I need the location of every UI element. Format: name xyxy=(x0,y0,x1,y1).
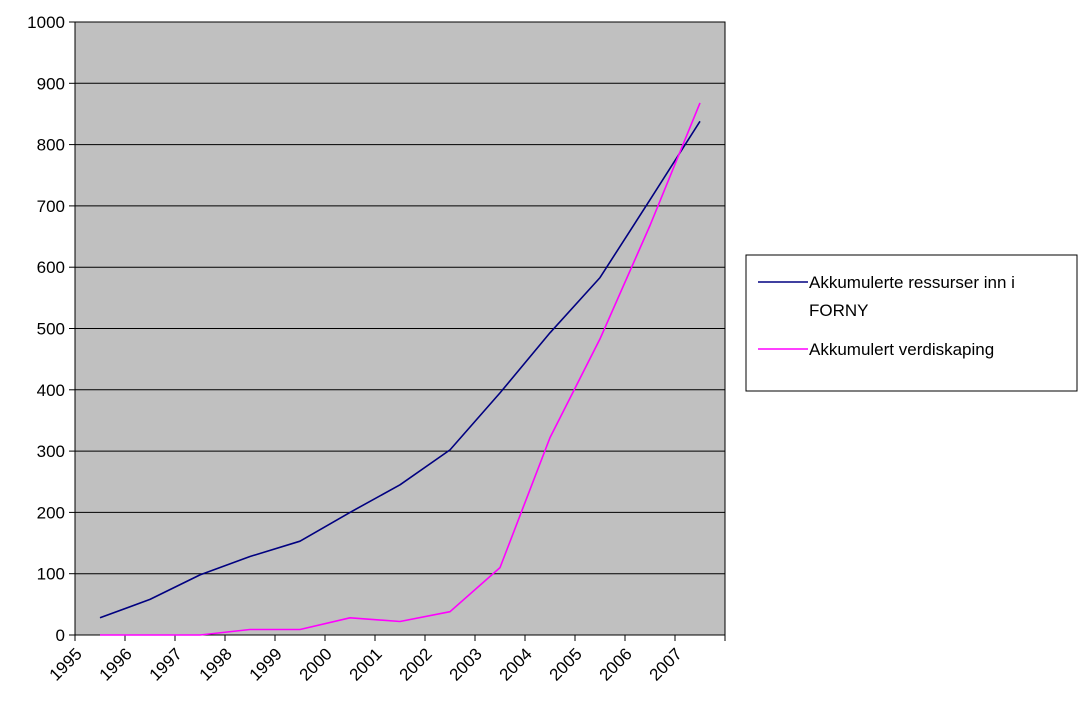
x-tick-label: 2000 xyxy=(296,644,336,684)
y-tick-label: 600 xyxy=(37,258,65,277)
y-tick-label: 900 xyxy=(37,74,65,93)
legend-label-2: Akkumulert verdiskaping xyxy=(809,340,994,359)
x-tick-label: 2005 xyxy=(546,644,586,684)
series-lines xyxy=(99,102,701,636)
y-tick-label: 400 xyxy=(37,381,65,400)
series-line-2 xyxy=(100,102,701,636)
x-tick-label: 2007 xyxy=(646,644,686,684)
legend: Akkumulerte ressurser inn i FORNY Akkumule… xyxy=(745,254,1078,392)
axes xyxy=(69,21,726,641)
y-tick-label: 700 xyxy=(37,197,65,216)
x-tick-label: 2006 xyxy=(596,644,636,684)
x-tick-label: 1999 xyxy=(246,644,286,684)
x-tick-label: 1997 xyxy=(146,644,186,684)
y-tick-label: 1000 xyxy=(27,13,65,32)
legend-label-1: FORNY xyxy=(809,301,869,320)
y-tick-label: 500 xyxy=(37,320,65,339)
series-line-1 xyxy=(99,120,701,619)
legend-box xyxy=(745,254,1078,392)
x-tick-label: 1995 xyxy=(46,644,86,684)
x-tick-label: 2001 xyxy=(346,644,386,684)
x-tick-label: 2004 xyxy=(496,644,536,684)
x-tick-label: 2003 xyxy=(446,644,486,684)
plot-border xyxy=(74,21,726,636)
y-tick-label: 300 xyxy=(37,442,65,461)
y-tick-label: 800 xyxy=(37,136,65,155)
x-tick-label: 1998 xyxy=(196,644,236,684)
y-axis-tick-labels: 0 100 200 300 400 500 600 700 800 900 1000 xyxy=(27,13,65,645)
y-tick-label: 100 xyxy=(37,565,65,584)
y-tick-label: 200 xyxy=(37,503,65,522)
x-tick-label: 1996 xyxy=(96,644,136,684)
legend-label-1: Akkumulerte ressurser inn i xyxy=(809,273,1015,292)
y-tick-label: 0 xyxy=(56,626,65,645)
x-axis-tick-labels: 1995 1996 1997 1998 1999 2000 2001 2002 2003 2004… xyxy=(46,644,686,684)
x-tick-label: 2002 xyxy=(396,644,436,684)
